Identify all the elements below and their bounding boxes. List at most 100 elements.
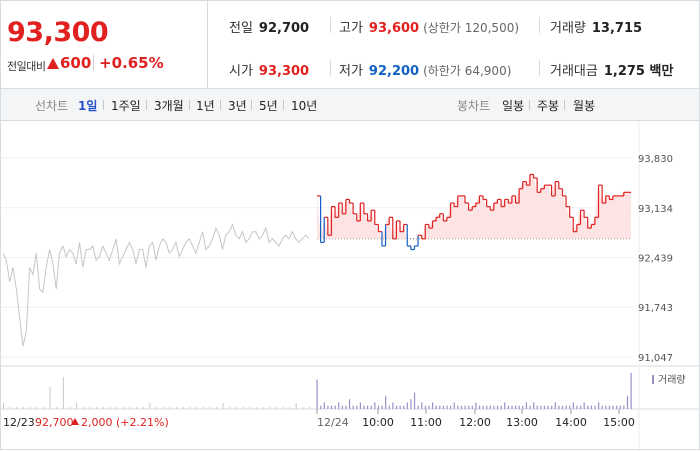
prev-volume-bar bbox=[149, 403, 151, 409]
volume-bar bbox=[496, 405, 499, 409]
volume-bar bbox=[471, 405, 473, 409]
volume-bar bbox=[504, 402, 506, 409]
volume-bar bbox=[482, 405, 484, 409]
volume-bar bbox=[442, 405, 445, 409]
x-tick-label: 10:00 bbox=[362, 416, 394, 429]
volume-bar bbox=[345, 405, 347, 409]
period-tabs: 선차트 1일 1주일 3개월 1년 3년 5년 10년 봉차트 일봉 주봉 월봉 bbox=[1, 89, 699, 121]
volume-bar bbox=[576, 405, 578, 409]
y-tick-label: 93,134 bbox=[638, 204, 673, 215]
prev-volume-bar bbox=[49, 387, 51, 409]
prev-volume-bar bbox=[129, 407, 131, 409]
prev-volume-bar bbox=[189, 407, 191, 409]
intraday-chart: 93,830 93,134 92,439 91,743 91,047 거래량 12/23… bbox=[1, 121, 699, 451]
volume-bar bbox=[417, 405, 419, 409]
current-price: 93,300 bbox=[7, 17, 109, 48]
volume-bar bbox=[341, 405, 343, 409]
volume-bar bbox=[381, 405, 383, 409]
tab-1w[interactable]: 1주일 bbox=[111, 99, 141, 113]
today-date-label: 12/24 bbox=[317, 416, 349, 429]
y-tick-label: 91,047 bbox=[638, 353, 673, 364]
y-axis: 93,830 93,134 92,439 91,743 91,047 bbox=[638, 154, 673, 364]
volume-bar bbox=[370, 405, 372, 409]
tab-3m[interactable]: 3개월 bbox=[154, 99, 184, 113]
tab-divider bbox=[220, 100, 221, 110]
volume-bar bbox=[424, 405, 426, 409]
volume-legend-label: 거래량 bbox=[658, 374, 686, 386]
volume-bar bbox=[583, 402, 585, 409]
prev-volume-bar bbox=[229, 407, 231, 409]
stat-open: 시가 93,300 bbox=[229, 64, 310, 79]
volume-bar bbox=[428, 405, 430, 409]
volume-bar bbox=[363, 405, 365, 409]
tab-divider bbox=[283, 100, 284, 110]
volume-bar bbox=[518, 405, 520, 409]
tab-divider bbox=[189, 100, 190, 110]
tab-10y[interactable]: 10년 bbox=[291, 99, 318, 113]
volume-bar bbox=[590, 405, 592, 409]
prev-volume-bar bbox=[56, 407, 58, 409]
y-tick-label: 93,830 bbox=[638, 154, 673, 165]
volume-bar bbox=[464, 405, 466, 409]
tab-monthly-candle[interactable]: 월봉 bbox=[573, 99, 596, 113]
change-percent: +0.65% bbox=[99, 54, 164, 72]
tab-5y[interactable]: 5년 bbox=[259, 99, 278, 113]
tab-1y[interactable]: 1년 bbox=[196, 99, 215, 113]
volume-bar bbox=[515, 405, 517, 409]
volume-bar bbox=[623, 405, 625, 409]
volume-bar bbox=[601, 405, 603, 409]
tab-divider bbox=[146, 100, 147, 110]
volume-bar bbox=[450, 405, 452, 409]
divider bbox=[330, 60, 331, 76]
volume-bar bbox=[489, 405, 491, 409]
volume-bar bbox=[533, 402, 535, 409]
prev-volume-bar bbox=[89, 407, 91, 409]
x-tick-label: 15:00 bbox=[603, 416, 635, 429]
volume-bar bbox=[352, 405, 354, 409]
prev-volume-bar bbox=[295, 403, 297, 409]
x-axis: 12/23 92,700 2,000 (+2.21%) 12/24 10:00 11:00… bbox=[3, 409, 635, 429]
tab-divider bbox=[564, 100, 565, 110]
prev-volume-bar bbox=[169, 407, 171, 409]
stat-high: 고가 93,600 (상한가 120,500) bbox=[339, 21, 520, 36]
divider bbox=[330, 17, 331, 33]
volume-bar bbox=[554, 402, 556, 409]
volume-bar bbox=[612, 405, 614, 409]
volume-bar bbox=[338, 402, 340, 409]
prev-day-date-label: 12/23 bbox=[3, 416, 35, 429]
volume-bar bbox=[587, 405, 589, 409]
volume-bar bbox=[359, 402, 362, 409]
stat-prev-close: 전일 92,700 bbox=[229, 21, 310, 36]
prev-volume-bar bbox=[136, 407, 138, 409]
volume-bar bbox=[457, 405, 459, 409]
volume-bar bbox=[522, 405, 524, 409]
stat-low: 저가 92,200 (하한가 64,900) bbox=[339, 64, 512, 79]
x-tick-label: 14:00 bbox=[555, 416, 587, 429]
volume-bar bbox=[493, 405, 495, 409]
tab-1d[interactable]: 1일 bbox=[78, 99, 98, 113]
volume-bar bbox=[572, 402, 574, 409]
tab-divider bbox=[529, 100, 530, 110]
volume-bar bbox=[579, 405, 582, 409]
divider bbox=[539, 17, 540, 33]
tab-daily-candle[interactable]: 일봉 bbox=[502, 99, 525, 113]
x-tick-label: 12:00 bbox=[459, 416, 491, 429]
volume-bar bbox=[367, 405, 369, 409]
volume-bar bbox=[421, 402, 423, 409]
tab-weekly-candle[interactable]: 주봉 bbox=[537, 99, 560, 113]
volume-bar bbox=[395, 405, 398, 409]
prev-volume-bar bbox=[195, 407, 197, 409]
prev-volume-bar bbox=[255, 407, 257, 409]
prev-volume-bar bbox=[269, 407, 271, 409]
volume-bar bbox=[439, 405, 441, 409]
prev-volume-bar bbox=[142, 407, 144, 409]
volume-bar bbox=[410, 399, 412, 409]
tab-3y[interactable]: 3년 bbox=[228, 99, 247, 113]
prev-volume-bar bbox=[275, 407, 277, 409]
quote-header: 93,300 전일대비 600 +0.65% 전일 92,700 고가 93,600… bbox=[1, 1, 699, 89]
volume-bar bbox=[626, 395, 629, 409]
prev-volume-bar bbox=[9, 407, 11, 409]
volume-bar bbox=[403, 405, 405, 409]
prev-volume-bar bbox=[109, 407, 111, 409]
